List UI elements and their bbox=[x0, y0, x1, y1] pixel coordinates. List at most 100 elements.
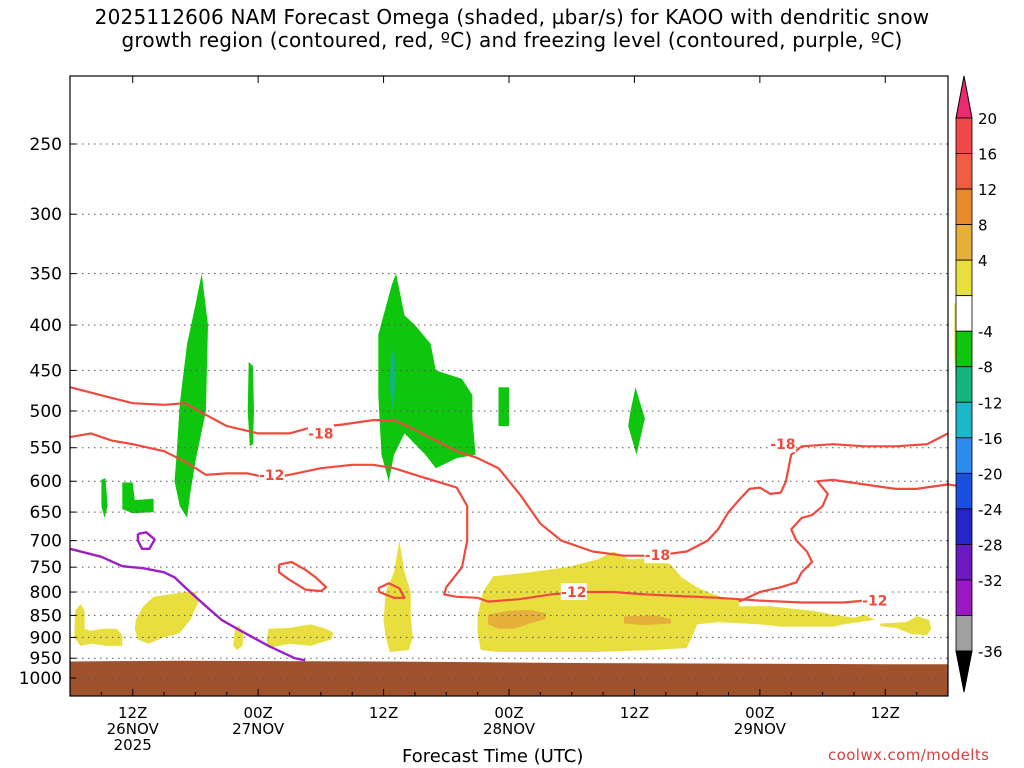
x-tick-label: 12Z bbox=[620, 704, 649, 722]
contour-label: -12 bbox=[862, 594, 887, 610]
colorbar-label: -8 bbox=[978, 359, 993, 377]
colorbar-swatch bbox=[955, 259, 973, 297]
contour-label-bg bbox=[258, 465, 285, 483]
contour-label-bg bbox=[560, 583, 587, 601]
colorbar-swatch bbox=[955, 472, 973, 510]
omega-region bbox=[247, 361, 254, 447]
y-tick-label: 950 bbox=[30, 649, 62, 669]
colorbar-top-arrow bbox=[955, 75, 973, 119]
x-tick-label: 12Z bbox=[369, 704, 398, 722]
chart-title-line1: 2025112606 NAM Forecast Omega (shaded, µ… bbox=[94, 5, 930, 29]
colorbar-label: -4 bbox=[978, 323, 993, 341]
omega-region bbox=[378, 273, 476, 482]
chart-title: 2025112606 NAM Forecast Omega (shaded, µ… bbox=[0, 6, 1024, 52]
colorbar-label: -20 bbox=[978, 465, 1003, 483]
omega-region bbox=[174, 273, 208, 518]
contour-layer: -18 -12 -18 -12 -18 -12 bbox=[69, 386, 970, 662]
contour-label-bg bbox=[307, 424, 334, 442]
contour-label: -12 bbox=[561, 585, 586, 601]
x-tick-label: 28NOV bbox=[483, 720, 536, 738]
colorbar-swatch bbox=[955, 295, 973, 332]
x-tick-label: 2025 bbox=[114, 736, 152, 754]
omega-region bbox=[383, 540, 413, 653]
colorbar-label: -28 bbox=[978, 536, 1003, 554]
freezing-level-loop bbox=[136, 531, 156, 550]
omega-region bbox=[624, 615, 671, 626]
colorbar-label: 8 bbox=[978, 217, 988, 235]
colorbar-label: -36 bbox=[978, 643, 1003, 661]
y-tick-label: 350 bbox=[30, 265, 62, 285]
y-tick-label: 850 bbox=[30, 606, 62, 626]
freezing-level-line bbox=[69, 547, 306, 662]
colorbar-label: 16 bbox=[978, 146, 997, 164]
omega-region bbox=[477, 551, 875, 653]
colorbar-swatch bbox=[955, 579, 973, 616]
x-tick-label: 12Z bbox=[118, 704, 147, 722]
temperature-contour bbox=[277, 560, 328, 593]
omega-region bbox=[880, 616, 932, 636]
x-tick-label: 00Z bbox=[745, 704, 774, 722]
y-tick-label: 1000 bbox=[19, 669, 62, 689]
omega-region bbox=[134, 592, 199, 644]
chart-title-line2: growth region (contoured, red, ºC) and f… bbox=[121, 28, 903, 52]
contour-label-bg bbox=[644, 546, 671, 564]
x-axis-label: Forecast Time (UTC) bbox=[402, 746, 584, 767]
x-tick-label: 00Z bbox=[494, 704, 523, 722]
x-tick-label: 26NOV bbox=[107, 720, 160, 738]
colorbar-label: -32 bbox=[978, 572, 1003, 590]
omega-region bbox=[389, 348, 397, 411]
colorbar-bottom-arrow bbox=[955, 650, 973, 693]
temperature-contour bbox=[377, 582, 406, 599]
axes-layer: 2503003504004505005506006507007508008509… bbox=[19, 75, 949, 754]
colorbar-swatch bbox=[955, 330, 973, 368]
colorbar-label: -16 bbox=[978, 430, 1003, 448]
y-tick-label: 900 bbox=[30, 628, 62, 648]
colorbar-label: -12 bbox=[978, 394, 1003, 412]
contour-label: -18 bbox=[770, 437, 795, 453]
contour-label: -18 bbox=[308, 426, 333, 442]
site-credit: coolwx.com/modelts bbox=[828, 746, 990, 764]
x-tick-label: 27NOV bbox=[232, 720, 285, 738]
y-tick-label: 650 bbox=[30, 503, 62, 523]
contour-label: -18 bbox=[645, 548, 670, 564]
colorbar-swatch bbox=[955, 188, 973, 225]
colorbar-swatch bbox=[955, 153, 973, 190]
colorbar-swatch bbox=[955, 437, 973, 474]
temperature-contour bbox=[69, 386, 949, 557]
omega-region bbox=[266, 624, 334, 648]
omega-region bbox=[122, 482, 154, 514]
colorbar-swatch bbox=[955, 224, 973, 261]
y-tick-label: 800 bbox=[30, 583, 62, 603]
y-tick-label: 450 bbox=[30, 361, 62, 381]
colorbar-swatch bbox=[955, 366, 973, 403]
omega-region bbox=[101, 478, 108, 518]
y-tick-label: 750 bbox=[30, 558, 62, 578]
colorbar-label: 12 bbox=[978, 181, 997, 199]
x-tick-label: 00Z bbox=[243, 704, 272, 722]
colorbar-swatch bbox=[955, 508, 973, 545]
colorbar-swatch bbox=[955, 401, 973, 439]
omega-region bbox=[488, 609, 546, 629]
contour-label: -12 bbox=[259, 468, 284, 484]
x-tick-label: 29NOV bbox=[734, 720, 787, 738]
omega-region bbox=[628, 387, 645, 455]
omega-region bbox=[74, 603, 123, 646]
colorbar-label: -24 bbox=[978, 501, 1003, 519]
x-tick-label: 12Z bbox=[871, 704, 900, 722]
colorbar-label: 4 bbox=[978, 252, 988, 270]
y-tick-label: 400 bbox=[30, 316, 62, 336]
colorbar-label: 20 bbox=[978, 110, 997, 128]
y-tick-label: 700 bbox=[30, 532, 62, 552]
contour-label-bg bbox=[769, 435, 796, 453]
y-tick-label: 300 bbox=[30, 205, 62, 225]
y-tick-label: 550 bbox=[30, 439, 62, 459]
y-tick-label: 500 bbox=[30, 402, 62, 422]
colorbar-swatch bbox=[955, 117, 973, 154]
colorbar-swatch bbox=[955, 544, 973, 581]
y-tick-label: 600 bbox=[30, 472, 62, 492]
colorbar-swatch bbox=[955, 615, 973, 652]
omega-region bbox=[498, 387, 509, 427]
colorbar: 20 16 12 8 4 -4 -8 -12 -16 -20 -24 -28 -32 -36 bbox=[955, 75, 1003, 693]
omega-shading-layer bbox=[74, 273, 965, 653]
temperature-contour bbox=[738, 478, 970, 603]
